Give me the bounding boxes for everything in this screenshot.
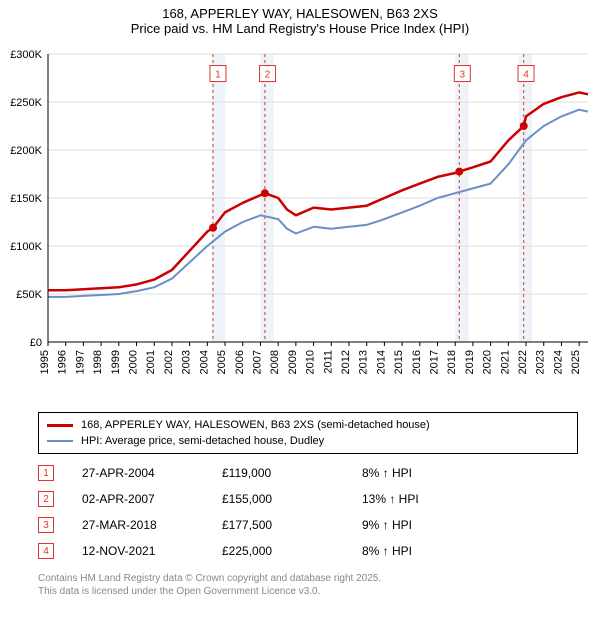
svg-text:2011: 2011 bbox=[322, 350, 334, 374]
sale-date: 12-NOV-2021 bbox=[82, 544, 222, 558]
sale-price: £225,000 bbox=[222, 544, 362, 558]
legend-swatch bbox=[47, 424, 73, 427]
sales-table: 1 27-APR-2004 £119,000 8% ↑ HPI 2 02-APR… bbox=[38, 460, 578, 564]
page-title: 168, APPERLEY WAY, HALESOWEN, B63 2XS bbox=[0, 0, 600, 21]
svg-text:2009: 2009 bbox=[287, 350, 299, 374]
svg-text:1997: 1997 bbox=[74, 350, 86, 374]
svg-text:2005: 2005 bbox=[216, 350, 228, 374]
svg-text:1: 1 bbox=[215, 70, 221, 81]
svg-text:2001: 2001 bbox=[145, 350, 157, 374]
sale-marker-box: 4 bbox=[38, 543, 54, 559]
sale-marker-box: 2 bbox=[38, 491, 54, 507]
svg-text:2016: 2016 bbox=[411, 350, 423, 374]
svg-text:3: 3 bbox=[460, 70, 466, 81]
svg-text:2004: 2004 bbox=[198, 350, 210, 374]
svg-text:2023: 2023 bbox=[535, 350, 547, 374]
legend-item: 168, APPERLEY WAY, HALESOWEN, B63 2XS (s… bbox=[47, 417, 569, 433]
legend-item: HPI: Average price, semi-detached house,… bbox=[47, 433, 569, 449]
svg-text:2012: 2012 bbox=[340, 350, 352, 374]
svg-text:2000: 2000 bbox=[128, 350, 140, 374]
sale-price: £119,000 bbox=[222, 466, 362, 480]
svg-text:1999: 1999 bbox=[110, 350, 122, 374]
sale-pct: 9% ↑ HPI bbox=[362, 518, 502, 532]
sale-marker-box: 3 bbox=[38, 517, 54, 533]
svg-text:1995: 1995 bbox=[39, 350, 51, 374]
legend-label: 168, APPERLEY WAY, HALESOWEN, B63 2XS (s… bbox=[81, 417, 430, 433]
svg-text:£50K: £50K bbox=[16, 289, 42, 301]
svg-text:2003: 2003 bbox=[181, 350, 193, 374]
table-row: 4 12-NOV-2021 £225,000 8% ↑ HPI bbox=[38, 538, 578, 564]
svg-text:2002: 2002 bbox=[163, 350, 175, 374]
svg-text:2017: 2017 bbox=[429, 350, 441, 374]
sale-date: 27-MAR-2018 bbox=[82, 518, 222, 532]
legend-swatch bbox=[47, 440, 73, 442]
sale-pct: 8% ↑ HPI bbox=[362, 466, 502, 480]
table-row: 3 27-MAR-2018 £177,500 9% ↑ HPI bbox=[38, 512, 578, 538]
table-row: 2 02-APR-2007 £155,000 13% ↑ HPI bbox=[38, 486, 578, 512]
svg-text:2: 2 bbox=[265, 70, 271, 81]
svg-text:2019: 2019 bbox=[464, 350, 476, 374]
svg-text:2025: 2025 bbox=[570, 350, 582, 374]
svg-text:2007: 2007 bbox=[251, 350, 263, 374]
svg-text:£200K: £200K bbox=[10, 145, 42, 157]
sale-date: 27-APR-2004 bbox=[82, 466, 222, 480]
page-subtitle: Price paid vs. HM Land Registry's House … bbox=[0, 21, 600, 36]
svg-text:£150K: £150K bbox=[10, 193, 42, 205]
legend-label: HPI: Average price, semi-detached house,… bbox=[81, 433, 324, 449]
svg-text:£300K: £300K bbox=[10, 49, 42, 61]
table-row: 1 27-APR-2004 £119,000 8% ↑ HPI bbox=[38, 460, 578, 486]
svg-text:2022: 2022 bbox=[517, 350, 529, 374]
svg-text:2024: 2024 bbox=[552, 350, 564, 374]
sale-date: 02-APR-2007 bbox=[82, 492, 222, 506]
svg-text:1998: 1998 bbox=[92, 350, 104, 374]
sale-marker-box: 1 bbox=[38, 465, 54, 481]
svg-text:£250K: £250K bbox=[10, 97, 42, 109]
svg-text:4: 4 bbox=[523, 70, 529, 81]
sale-price: £155,000 bbox=[222, 492, 362, 506]
svg-text:2014: 2014 bbox=[375, 350, 387, 374]
svg-text:2015: 2015 bbox=[393, 350, 405, 374]
svg-text:2006: 2006 bbox=[234, 350, 246, 374]
svg-text:2010: 2010 bbox=[305, 350, 317, 374]
sale-pct: 8% ↑ HPI bbox=[362, 544, 502, 558]
svg-text:£100K: £100K bbox=[10, 241, 42, 253]
price-chart: £0 £50K £100K £150K £200K £250K £300K 1 2 3 4 1995 1… bbox=[0, 44, 600, 404]
sale-price: £177,500 bbox=[222, 518, 362, 532]
footnote: Contains HM Land Registry data © Crown c… bbox=[38, 572, 578, 598]
sale-pct: 13% ↑ HPI bbox=[362, 492, 502, 506]
legend: 168, APPERLEY WAY, HALESOWEN, B63 2XS (s… bbox=[38, 412, 578, 454]
svg-text:2013: 2013 bbox=[358, 350, 370, 374]
svg-text:1996: 1996 bbox=[57, 350, 69, 374]
svg-text:2008: 2008 bbox=[269, 350, 281, 374]
svg-text:2018: 2018 bbox=[446, 350, 458, 374]
svg-text:2020: 2020 bbox=[482, 350, 494, 374]
footnote-line: This data is licensed under the Open Gov… bbox=[38, 585, 578, 598]
footnote-line: Contains HM Land Registry data © Crown c… bbox=[38, 572, 578, 585]
svg-text:2021: 2021 bbox=[499, 350, 511, 374]
svg-text:£0: £0 bbox=[30, 337, 42, 349]
